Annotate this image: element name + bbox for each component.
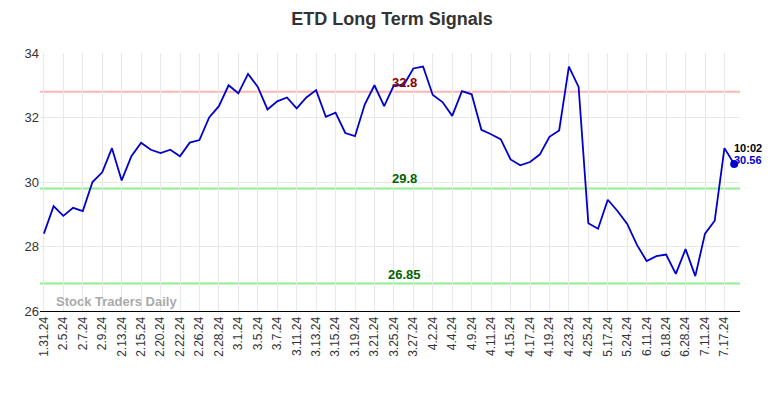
svg-text:4.19.24: 4.19.24 [542,316,556,356]
svg-text:3.27.24: 3.27.24 [406,316,420,356]
svg-text:2.5.24: 2.5.24 [56,316,70,350]
svg-text:2.28.24: 2.28.24 [212,316,226,356]
svg-text:5.17.24: 5.17.24 [601,316,615,356]
svg-text:3.15.24: 3.15.24 [328,316,342,356]
svg-text:2.7.24: 2.7.24 [76,316,90,350]
svg-text:3.25.24: 3.25.24 [387,316,401,356]
svg-text:34: 34 [25,46,39,61]
svg-text:2.20.24: 2.20.24 [153,316,167,356]
svg-text:2.26.24: 2.26.24 [192,316,206,356]
svg-text:3.13.24: 3.13.24 [309,316,323,356]
svg-text:3.1.24: 3.1.24 [231,316,245,350]
svg-text:6.18.24: 6.18.24 [659,316,673,356]
svg-text:26.85: 26.85 [388,267,421,282]
svg-text:6.28.24: 6.28.24 [678,316,692,356]
svg-text:2.13.24: 2.13.24 [115,316,129,356]
svg-text:3.21.24: 3.21.24 [367,316,381,356]
svg-text:3.11.24: 3.11.24 [290,316,304,355]
svg-text:30.56: 30.56 [734,154,762,166]
svg-text:28: 28 [25,239,39,254]
svg-text:7.17.24: 7.17.24 [717,316,731,356]
svg-text:2.15.24: 2.15.24 [134,316,148,356]
svg-text:Stock Traders Daily: Stock Traders Daily [56,294,177,309]
svg-text:4.23.24: 4.23.24 [562,316,576,356]
svg-text:30: 30 [25,175,39,190]
svg-text:4.15.24: 4.15.24 [503,316,517,356]
svg-text:3.5.24: 3.5.24 [251,316,265,350]
svg-text:32.8: 32.8 [392,75,417,90]
svg-text:2.22.24: 2.22.24 [173,316,187,356]
svg-text:4.2.24: 4.2.24 [426,316,440,350]
svg-text:26: 26 [25,304,39,319]
svg-text:29.8: 29.8 [392,171,417,186]
svg-text:4.11.24: 4.11.24 [484,316,498,355]
svg-text:5.24.24: 5.24.24 [620,316,634,356]
svg-text:7.11.24: 7.11.24 [698,316,712,355]
svg-text:1.31.24: 1.31.24 [37,316,51,356]
svg-text:ETD Long Term Signals: ETD Long Term Signals [291,9,493,29]
svg-text:3.19.24: 3.19.24 [348,316,362,356]
svg-text:32: 32 [25,110,39,125]
svg-text:4.25.24: 4.25.24 [581,316,595,356]
svg-text:6.11.24: 6.11.24 [640,316,654,355]
svg-text:4.17.24: 4.17.24 [523,316,537,356]
svg-text:4.9.24: 4.9.24 [465,316,479,350]
svg-text:2.9.24: 2.9.24 [95,316,109,350]
svg-text:4.4.24: 4.4.24 [445,316,459,350]
svg-text:3.7.24: 3.7.24 [270,316,284,350]
svg-text:10:02: 10:02 [734,142,762,154]
